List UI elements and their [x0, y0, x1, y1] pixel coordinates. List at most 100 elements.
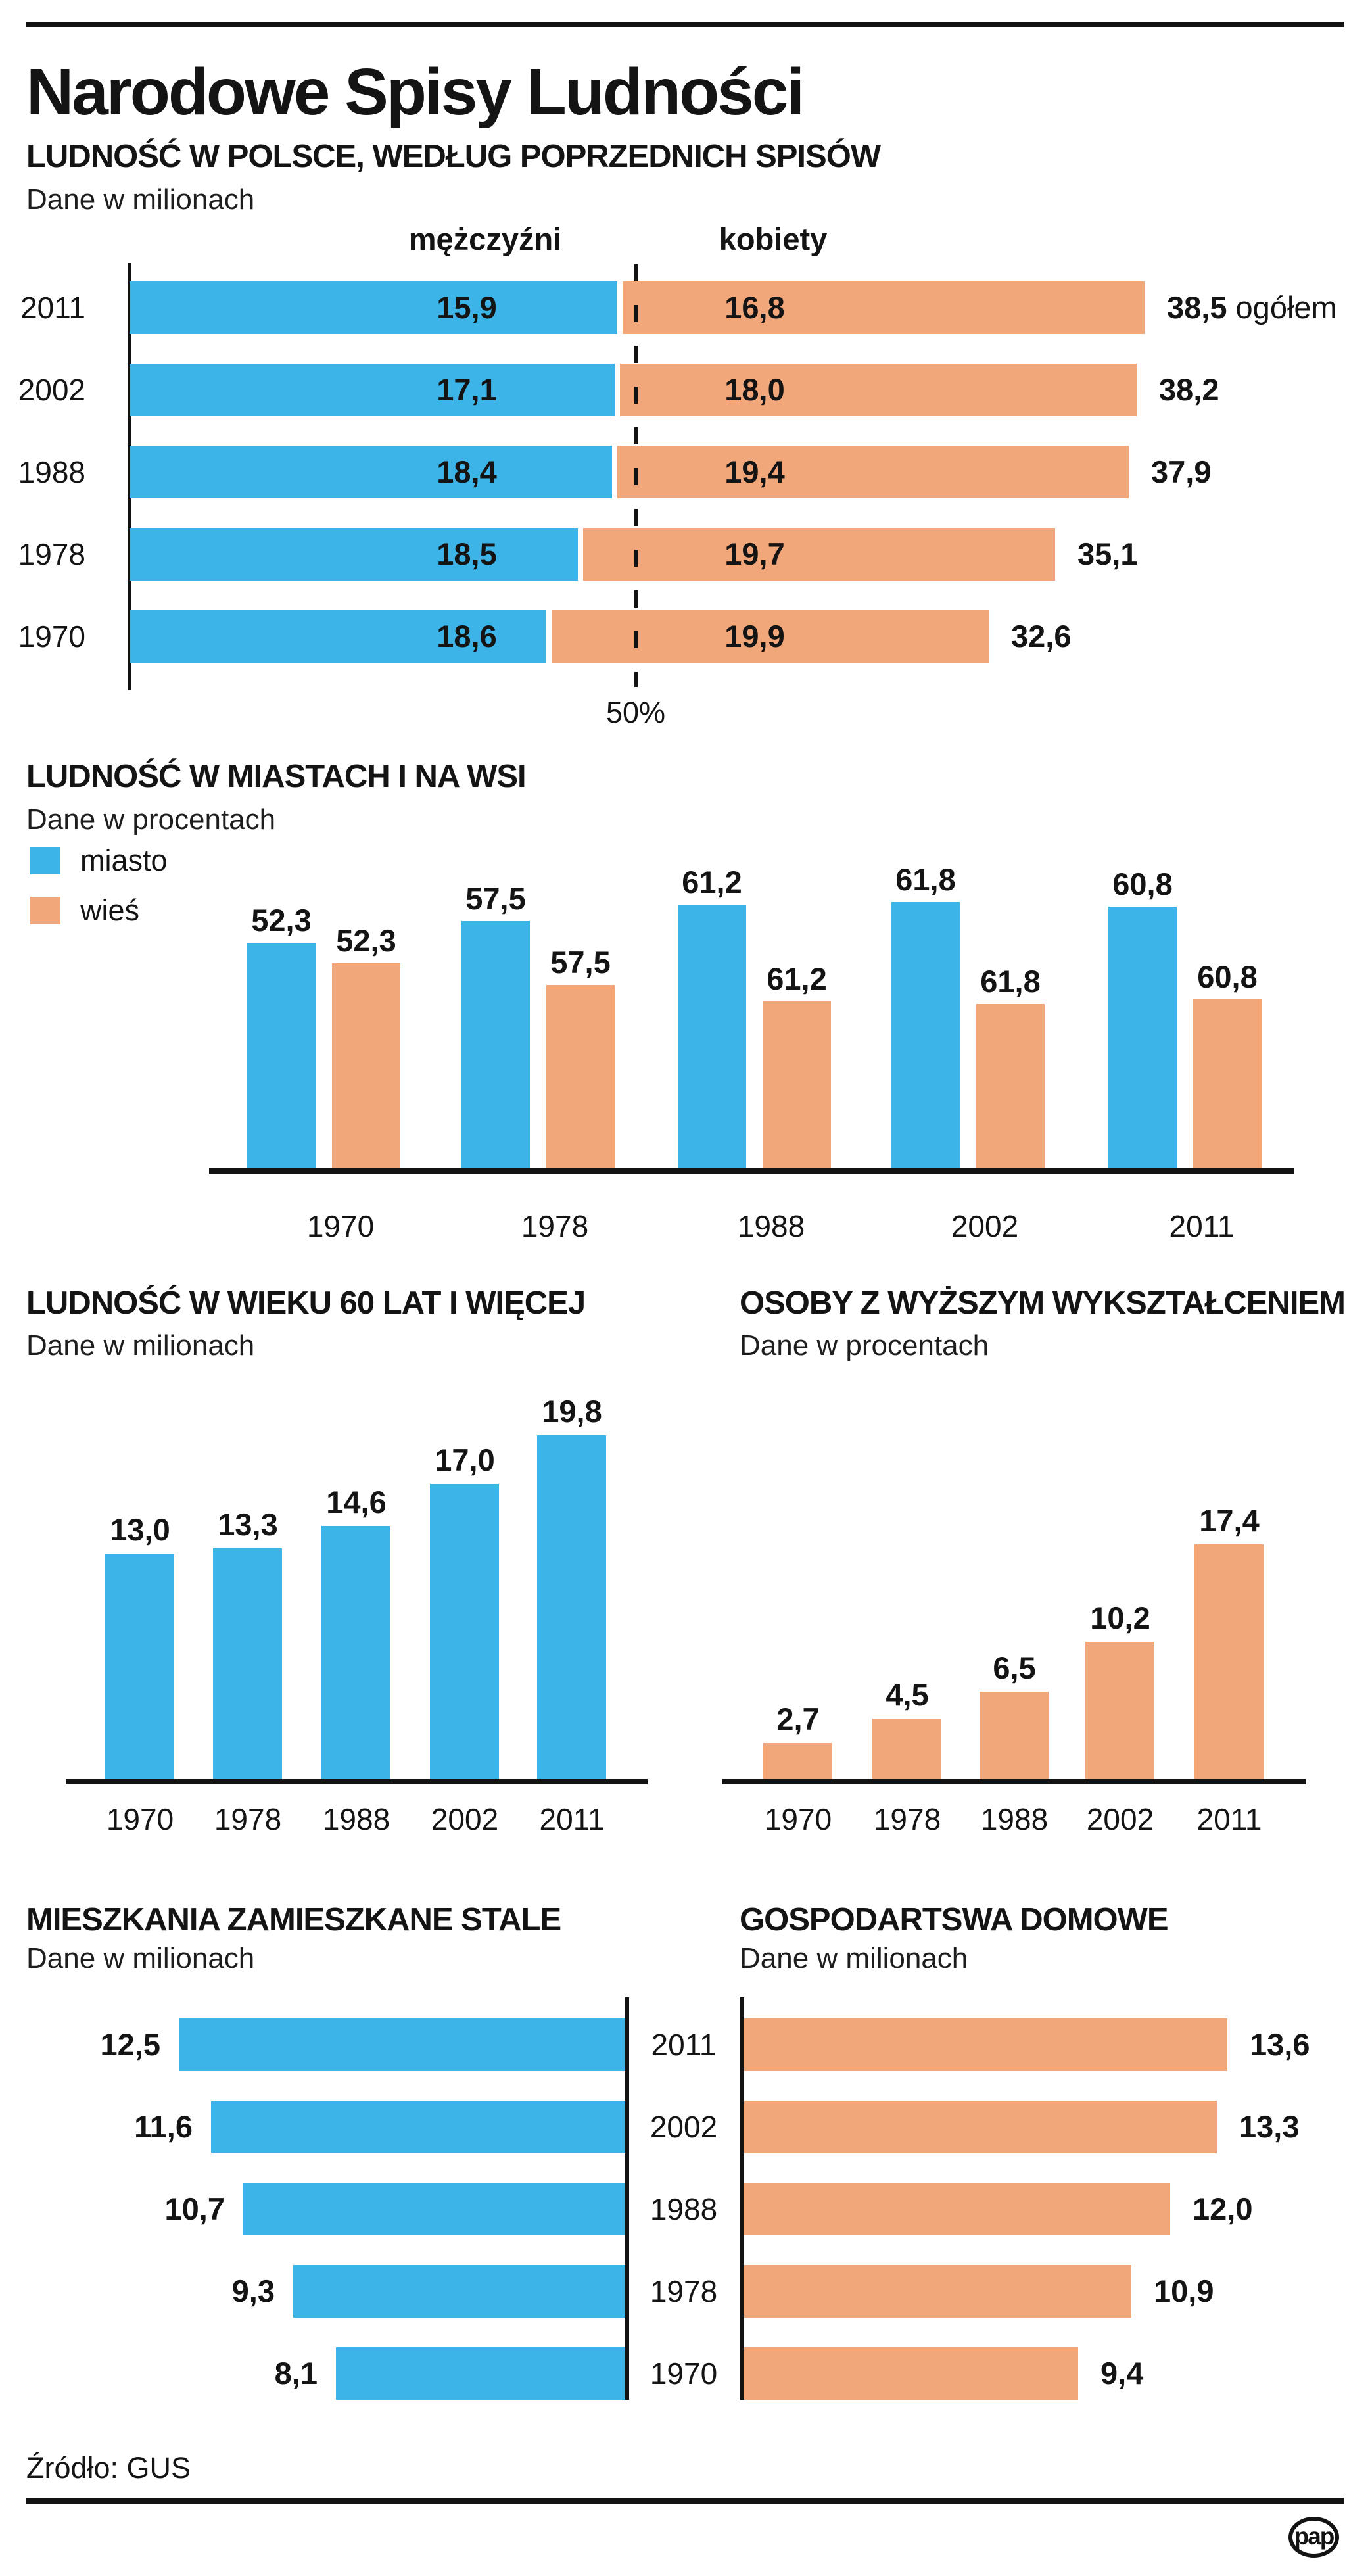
- chart1-male-bar: [130, 446, 612, 498]
- chart6-bar: [744, 2183, 1170, 2235]
- chart1-year-label: 1970: [18, 619, 85, 654]
- bottom-charts-year-label: 2002: [650, 2110, 718, 2144]
- bottom-charts-year-label: 1988: [650, 2192, 718, 2226]
- chart1-female-value: 19,7: [724, 537, 785, 571]
- chart1-year-label: 1988: [18, 455, 85, 489]
- pap-logo: pap: [1288, 2517, 1339, 2558]
- chart2-x-axis: [209, 1168, 1294, 1174]
- chart1-male-bar: [130, 610, 546, 663]
- chart1-male-bar: [130, 281, 617, 334]
- chart4-bar: [763, 1743, 832, 1779]
- chart2-year-label: 1988: [737, 1209, 805, 1243]
- chart4-subtitle: Dane w procentach: [740, 1329, 989, 1362]
- chart5-subtitle: Dane w milionach: [26, 1942, 255, 1974]
- chart2-year-label: 1978: [521, 1209, 589, 1243]
- chart4-year-label: 2011: [1196, 1802, 1262, 1836]
- chart2-miasto-value: 61,8: [895, 862, 956, 897]
- chart2-year-label: 2011: [1169, 1209, 1235, 1243]
- chart5-value: 11,6: [134, 2109, 193, 2144]
- chart3-year-label: 1988: [322, 1802, 390, 1836]
- chart2-wies-bar: [546, 985, 615, 1168]
- chart1-title: LUDNOŚĆ W POLSCE, WEDŁUG POPRZEDNICH SPI…: [26, 139, 881, 174]
- legend-label-wies: wieś: [80, 894, 140, 927]
- chart6-title: GOSPODARTSWA DOMOWE: [740, 1902, 1169, 1938]
- legend-label-miasto: miasto: [80, 844, 168, 877]
- chart6-value: 13,3: [1239, 2109, 1300, 2144]
- chart2-wies-value: 60,8: [1197, 959, 1258, 994]
- chart3-year-label: 1978: [214, 1802, 282, 1836]
- chart3-value: 19,8: [542, 1394, 602, 1429]
- legend-swatch-miasto: [30, 847, 60, 874]
- chart4-title: OSOBY Z WYŻSZYM WYKSZTAŁCENIEM: [740, 1285, 1346, 1321]
- chart2-miasto-bar: [891, 902, 960, 1168]
- chart6-value: 12,0: [1193, 2191, 1253, 2226]
- chart5-value: 8,1: [274, 2356, 318, 2391]
- chart4-bar: [980, 1692, 1049, 1779]
- chart3-subtitle: Dane w milionach: [26, 1329, 255, 1362]
- chart1-total-value: 38,2: [1159, 372, 1219, 407]
- chart5-bar: [179, 2018, 625, 2071]
- chart1-male-bar: [130, 528, 578, 581]
- chart5-value: 12,5: [100, 2027, 160, 2062]
- chart4-value: 4,5: [886, 1677, 929, 1712]
- chart6-bar: [744, 2347, 1078, 2400]
- chart3-value: 17,0: [435, 1443, 495, 1477]
- chart2-miasto-bar: [678, 905, 746, 1168]
- chart6-bar: [744, 2101, 1217, 2153]
- footer-rule: [26, 2498, 1344, 2504]
- chart3-year-label: 2002: [431, 1802, 499, 1836]
- page-title: Narodowe Spisy Ludności: [26, 55, 805, 129]
- chart1-subtitle: Dane w milionach: [26, 183, 255, 216]
- chart1-column-label-women: kobiety: [719, 222, 828, 256]
- chart3-bar: [105, 1554, 174, 1779]
- chart2-wies-value: 61,8: [980, 964, 1041, 999]
- chart4-year-label: 2002: [1086, 1802, 1154, 1836]
- chart2-wies-bar: [976, 1004, 1045, 1168]
- chart2-miasto-bar: [247, 943, 316, 1168]
- chart5-bar: [293, 2265, 625, 2318]
- chart1-year-label: 1978: [18, 537, 85, 571]
- chart1-male-value: 15,9: [437, 290, 497, 325]
- chart6-value: 9,4: [1100, 2356, 1144, 2391]
- chart6-value: 10,9: [1154, 2274, 1214, 2308]
- chart2-year-label: 1970: [306, 1209, 375, 1243]
- chart1-male-value: 18,6: [437, 619, 497, 654]
- chart2-miasto-bar: [461, 921, 530, 1168]
- chart1-total-value: 35,1: [1077, 537, 1138, 571]
- chart3-value: 13,0: [110, 1512, 170, 1547]
- chart2-subtitle: Dane w procentach: [26, 803, 276, 836]
- chart3-bar: [537, 1435, 606, 1779]
- chart2-wies-value: 52,3: [336, 923, 396, 958]
- chart1-female-bar: [623, 281, 1145, 334]
- chart1-total-suffix: ogółem: [1227, 290, 1337, 325]
- chart6-value: 13,6: [1250, 2027, 1310, 2062]
- chart2-miasto-bar: [1108, 907, 1177, 1168]
- chart5-value: 10,7: [164, 2191, 225, 2226]
- chart2-wies-value: 57,5: [550, 945, 611, 980]
- top-rule: [26, 22, 1344, 27]
- chart4-year-label: 1978: [873, 1802, 941, 1836]
- chart5-title: MIESZKANIA ZAMIESZKANE STALE: [26, 1902, 561, 1938]
- chart3-bar: [321, 1526, 390, 1779]
- chart2-miasto-value: 52,3: [251, 903, 312, 938]
- chart1-total-value: 38,5 ogółem: [1167, 290, 1337, 325]
- chart4-bar: [1085, 1642, 1154, 1779]
- chart5-y-axis: [625, 1997, 629, 2400]
- chart1-female-value: 19,4: [724, 454, 785, 489]
- chart1-male-value: 17,1: [437, 372, 497, 407]
- chart1-50pct-label: 50%: [605, 696, 666, 729]
- chart1-male-value: 18,5: [437, 537, 497, 571]
- chart5-value: 9,3: [231, 2274, 275, 2308]
- chart4-year-label: 1988: [980, 1802, 1049, 1836]
- chart6-bar: [744, 2265, 1131, 2318]
- chart2-miasto-value: 60,8: [1112, 867, 1173, 901]
- chart1-female-bar: [617, 446, 1129, 498]
- chart2-title: LUDNOŚĆ W MIASTACH I NA WSI: [26, 759, 527, 794]
- legend-swatch-wies: [30, 897, 60, 924]
- bottom-charts-year-label: 1970: [650, 2356, 718, 2391]
- source-note: Źródło: GUS: [26, 2451, 191, 2485]
- chart4-value: 17,4: [1199, 1503, 1260, 1538]
- chart6-subtitle: Dane w milionach: [740, 1942, 968, 1974]
- chart3-year-label: 2011: [539, 1802, 605, 1836]
- chart1-year-label: 2002: [18, 373, 85, 407]
